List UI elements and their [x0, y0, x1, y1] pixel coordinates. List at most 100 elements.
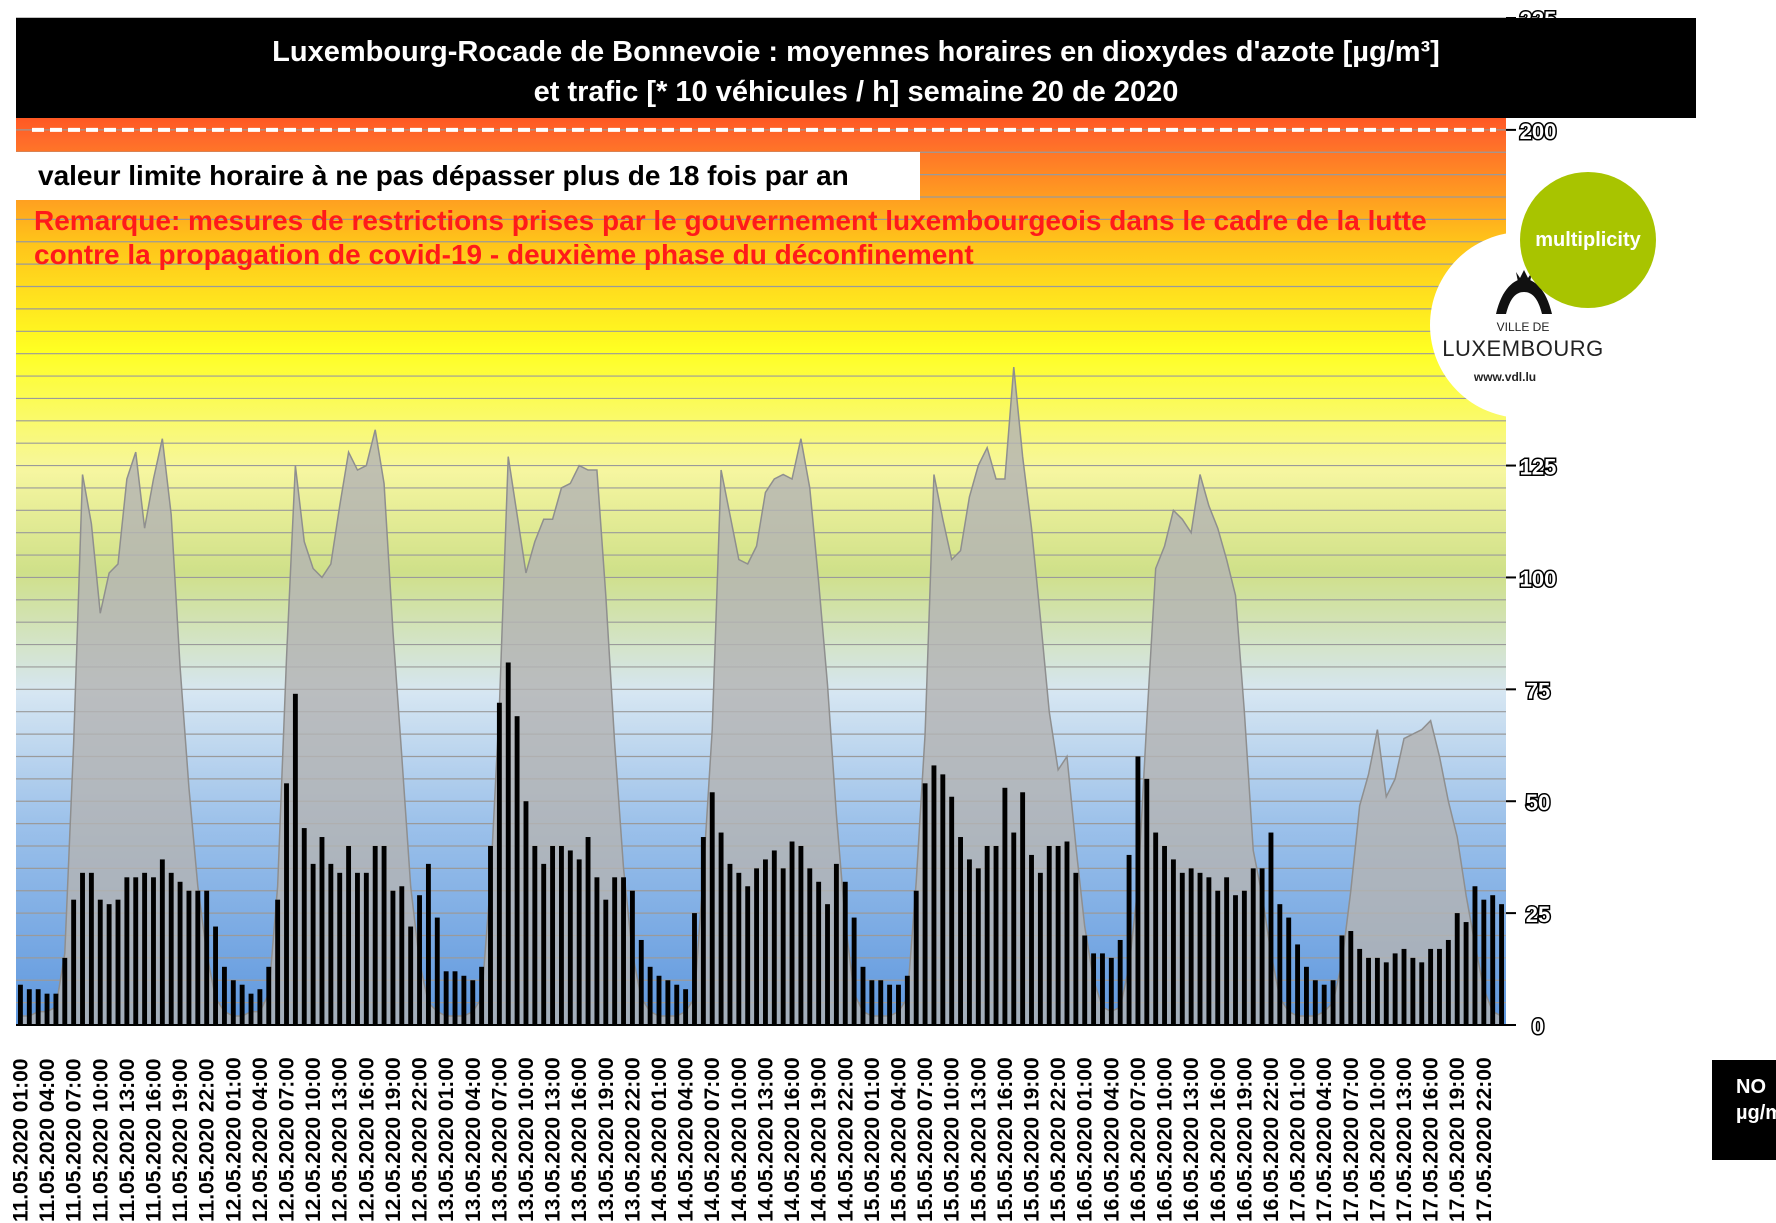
y-tick: 50 [1506, 789, 1552, 817]
limit-label: valeur limite horaire à ne pas dépasser … [16, 152, 920, 200]
no2-bar [745, 886, 751, 1025]
no2-bar [559, 845, 564, 1025]
no2-bar [1445, 939, 1451, 1025]
no2-bar [1153, 832, 1159, 1025]
no2-bar [417, 895, 422, 1025]
x-tick-label: 12.05.2020 04:00 [249, 1057, 272, 1222]
no2-bar [1463, 922, 1469, 1025]
no2-bar [807, 868, 813, 1025]
no2-bar [425, 863, 431, 1025]
x-tick-label: 12.05.2020 22:00 [409, 1057, 432, 1222]
no2-bar [204, 890, 210, 1025]
no2-bar [1321, 984, 1327, 1025]
no2-bar [780, 868, 786, 1025]
no2-bar [523, 801, 529, 1025]
x-tick-label: 11.05.2020 22:00 [196, 1059, 219, 1223]
no2-bar [124, 877, 130, 1025]
y-tick-label: 50 [1526, 790, 1550, 815]
no2-bar [1064, 841, 1070, 1025]
no2-bar [1401, 948, 1407, 1025]
no2-bar [1046, 845, 1052, 1025]
x-tick-label: 15.05.2020 04:00 [887, 1057, 910, 1222]
no2-bar [1241, 890, 1247, 1025]
x-tick-label: 11.05.2020 01:00 [9, 1059, 32, 1223]
no2-bar [1357, 948, 1363, 1025]
no2-bar [594, 877, 600, 1025]
no2-bar [292, 693, 298, 1025]
no2-bar [1330, 980, 1336, 1025]
no2-bar [1091, 953, 1097, 1025]
no2-bar [904, 975, 910, 1025]
no2-bar [603, 899, 609, 1025]
no2-bar [408, 926, 414, 1025]
x-tick-label: 17.05.2020 22:00 [1473, 1057, 1496, 1222]
no2-bar [177, 881, 183, 1025]
no2-bar [355, 872, 360, 1025]
chart-title: Luxembourg-Rocade de Bonnevoie : moyenne… [16, 18, 1696, 118]
no2-bar [1206, 877, 1212, 1025]
x-tick-label: 14.05.2020 07:00 [701, 1057, 724, 1222]
no2-bar [1392, 953, 1398, 1025]
no2-bar [1179, 872, 1185, 1025]
no2-bar [488, 845, 493, 1025]
x-tick-label: 16.05.2020 22:00 [1260, 1057, 1283, 1222]
x-tick-label: 17.05.2020 04:00 [1313, 1057, 1336, 1222]
x-tick-label: 11.05.2020 04:00 [36, 1059, 59, 1223]
no2-bar [1108, 957, 1114, 1025]
no2-bar [1037, 872, 1043, 1025]
x-tick-label: 11.05.2020 16:00 [142, 1059, 165, 1223]
no2-bar [372, 845, 378, 1025]
no2-bar [319, 837, 325, 1025]
no2-bar [771, 850, 777, 1025]
no2-bar [44, 993, 50, 1025]
no2-bar [1339, 935, 1345, 1025]
no2-bar [541, 863, 547, 1025]
x-tick-label: 11.05.2020 19:00 [169, 1059, 192, 1223]
unit-label: NO µg/m [1712, 1060, 1776, 1160]
no2-bar [860, 966, 866, 1025]
no2-bar [1144, 778, 1150, 1025]
no2-bar [700, 837, 706, 1025]
no2-bar [736, 872, 742, 1025]
no2-bar [505, 662, 511, 1025]
x-tick-label: 15.05.2020 19:00 [1021, 1057, 1044, 1222]
no2-bar [97, 899, 103, 1025]
no2-bar [1082, 935, 1088, 1025]
title-line-1: Luxembourg-Rocade de Bonnevoie : moyenne… [272, 36, 1440, 68]
no2-bar [1135, 756, 1141, 1025]
no2-bar [133, 877, 139, 1025]
no2-bar [381, 845, 387, 1025]
vdl-url-label: www.vdl.lu [1473, 370, 1537, 384]
no2-bar [851, 917, 857, 1025]
no2-bars [17, 662, 1505, 1025]
no2-bar [869, 980, 875, 1025]
no2-bar [221, 966, 227, 1025]
y-tick-label: 125 [1520, 455, 1557, 480]
no2-bar [762, 859, 768, 1025]
y-tick-label: 0 [1532, 1014, 1544, 1039]
no2-bar [816, 881, 822, 1025]
y-tick-label: 200 [1520, 119, 1557, 144]
y-tick: 75 [1506, 677, 1552, 705]
no2-bar [151, 877, 156, 1025]
x-tick-label: 14.05.2020 01:00 [648, 1057, 671, 1222]
no2-bar [887, 984, 893, 1025]
no2-bar [1383, 962, 1389, 1025]
y-tick: 100 [1506, 565, 1558, 593]
no2-bar [1481, 899, 1487, 1025]
no2-bar [71, 899, 77, 1025]
unit-label-line-1: NO [1736, 1076, 1766, 1098]
no2-bar [993, 845, 999, 1025]
no2-bar [1100, 953, 1105, 1025]
x-tick-label: 17.05.2020 10:00 [1366, 1057, 1389, 1222]
no2-bar [390, 890, 396, 1025]
unit-label-line-2: µg/m [1736, 1102, 1776, 1124]
no2-bar [88, 872, 94, 1025]
no2-bar [1286, 917, 1292, 1025]
x-tick-label: 14.05.2020 13:00 [754, 1057, 777, 1222]
y-axis-ticks: 0255075100125150175200225 [1506, 6, 1558, 1041]
no2-bar [949, 796, 955, 1025]
x-tick-label: 16.05.2020 04:00 [1100, 1057, 1123, 1222]
x-tick-label: 16.05.2020 19:00 [1233, 1057, 1256, 1222]
no2-bar [1197, 872, 1203, 1025]
